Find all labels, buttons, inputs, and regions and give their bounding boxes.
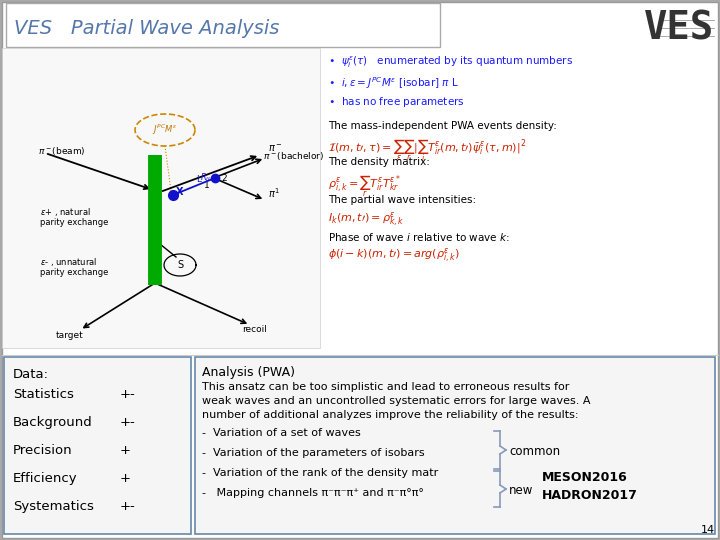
Text: Background: Background [13,416,93,429]
Text: This ansatz can be too simplistic and lead to erroneous results for: This ansatz can be too simplistic and le… [202,382,570,392]
Text: Phase of wave $i$ relative to wave $k$:: Phase of wave $i$ relative to wave $k$: [328,231,510,243]
Text: MESON2016: MESON2016 [542,471,628,484]
Text: new: new [509,484,534,497]
FancyBboxPatch shape [6,3,440,47]
Text: -   Mapping channels π⁻π⁻π⁺ and π⁻π°π°: - Mapping channels π⁻π⁻π⁺ and π⁻π°π° [202,488,424,498]
Text: Analysis (PWA): Analysis (PWA) [202,366,295,379]
Text: weak waves and an uncontrolled systematic errors for large waves. A: weak waves and an uncontrolled systemati… [202,396,590,406]
Text: The mass-independent PWA events density:: The mass-independent PWA events density: [328,121,557,131]
Text: -  Variation of the rank of the density matr: - Variation of the rank of the density m… [202,468,438,478]
Text: $\varepsilon$+ , natural: $\varepsilon$+ , natural [40,206,91,218]
FancyBboxPatch shape [195,357,715,534]
Text: $\bullet$  $i, \varepsilon = J^{PC}M^\varepsilon$ [isobar] $\pi$ L: $\bullet$ $i, \varepsilon = J^{PC}M^\var… [328,75,459,91]
Text: +: + [120,444,131,457]
Text: $\pi^-$: $\pi^-$ [268,143,283,154]
Text: The density matrix:: The density matrix: [328,157,430,167]
Text: +-: +- [120,388,136,401]
Text: -  Variation of the parameters of isobars: - Variation of the parameters of isobars [202,448,425,458]
FancyBboxPatch shape [2,48,320,348]
Text: 1: 1 [204,181,210,191]
Text: $\varepsilon$- , unnatural: $\varepsilon$- , unnatural [40,256,97,268]
Text: $\pi^1$: $\pi^1$ [268,186,280,200]
Text: VES   Partial Wave Analysis: VES Partial Wave Analysis [14,18,279,37]
Text: 14: 14 [701,525,715,535]
Text: 2: 2 [221,174,227,183]
Text: $\mathcal{I}(m, t\prime, \tau) = \sum_\varepsilon \sum_r |\sum_i T_{ir}^\varepsi: $\mathcal{I}(m, t\prime, \tau) = \sum_\v… [328,137,526,164]
Text: Statistics: Statistics [13,388,74,401]
Text: $\pi^-$(beam): $\pi^-$(beam) [38,145,86,157]
Text: +-: +- [120,416,136,429]
Text: $\pi^-$(bachelor): $\pi^-$(bachelor) [263,150,324,162]
Text: number of additional analyzes improve the reliability of the results:: number of additional analyzes improve th… [202,410,578,420]
Text: $\rho_{i,k}^\varepsilon = \sum_r T_{ir}^\varepsilon T_{kr}^{\varepsilon*}$: $\rho_{i,k}^\varepsilon = \sum_r T_{ir}^… [328,173,401,199]
Text: Precision: Precision [13,444,73,457]
Text: $R_{IU_r}$: $R_{IU_r}$ [200,171,216,185]
Text: target: target [56,331,84,340]
Text: +-: +- [120,500,136,513]
Text: +: + [120,472,131,485]
Text: X: X [176,187,184,197]
Text: parity exchange: parity exchange [40,218,109,227]
Text: Data:: Data: [13,368,49,381]
Text: parity exchange: parity exchange [40,268,109,277]
Text: The partial wave intensities:: The partial wave intensities: [328,195,476,205]
Text: L: L [196,174,201,184]
Text: S: S [177,260,183,270]
Text: -  Variation of a set of waves: - Variation of a set of waves [202,428,361,438]
Text: $I_k(m, t\prime) = \rho_{k,k}^\varepsilon$: $I_k(m, t\prime) = \rho_{k,k}^\varepsilo… [328,211,405,230]
Text: $\phi(i-k)(m,t\prime) = arg(\rho_{i,k}^\varepsilon)$: $\phi(i-k)(m,t\prime) = arg(\rho_{i,k}^\… [328,247,460,265]
Text: VES: VES [644,10,714,48]
Text: $\bullet$  $\psi_i^\varepsilon(\tau)$   enumerated by its quantum numbers: $\bullet$ $\psi_i^\varepsilon(\tau)$ enu… [328,55,573,70]
Text: $\bullet$  has no free parameters: $\bullet$ has no free parameters [328,95,464,109]
Text: common: common [509,445,560,458]
Text: HADRON2017: HADRON2017 [542,489,638,502]
FancyBboxPatch shape [4,357,191,534]
Text: recoil: recoil [243,325,267,334]
Text: $J^{PC}M^\varepsilon$: $J^{PC}M^\varepsilon$ [153,123,178,137]
Text: Systematics: Systematics [13,500,94,513]
Text: Efficiency: Efficiency [13,472,78,485]
